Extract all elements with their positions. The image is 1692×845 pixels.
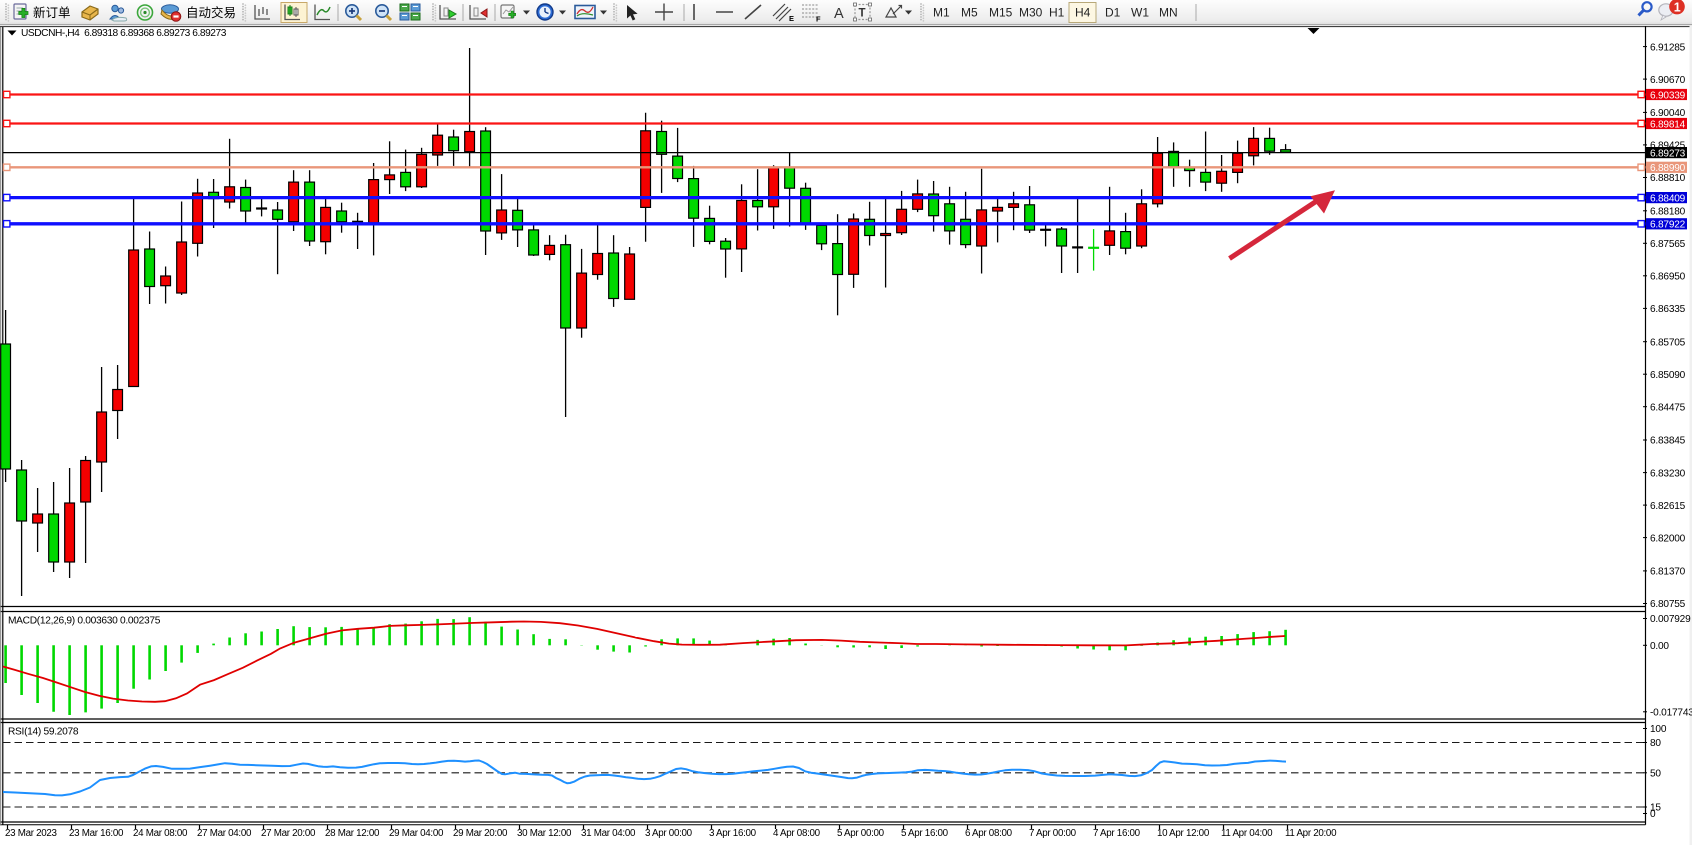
svg-text:4 Apr 08:00: 4 Apr 08:00 <box>773 828 821 839</box>
svg-text:自动交易: 自动交易 <box>186 5 236 20</box>
svg-text:11 Apr 04:00: 11 Apr 04:00 <box>1221 828 1273 839</box>
svg-text:5 Apr 00:00: 5 Apr 00:00 <box>837 828 885 839</box>
svg-text:5 Apr 16:00: 5 Apr 16:00 <box>901 828 949 839</box>
svg-text:M5: M5 <box>961 6 978 20</box>
svg-text:RSI(14) 59.2078: RSI(14) 59.2078 <box>8 727 79 738</box>
svg-text:11 Apr 20:00: 11 Apr 20:00 <box>1285 828 1337 839</box>
svg-text:M1: M1 <box>933 6 950 20</box>
svg-text:6.86335: 6.86335 <box>1650 304 1686 315</box>
svg-text:H4: H4 <box>1075 6 1091 20</box>
svg-text:6.90339: 6.90339 <box>1650 90 1686 101</box>
svg-text:15: 15 <box>1650 803 1661 814</box>
svg-text:6.89273: 6.89273 <box>1650 149 1686 160</box>
svg-text:23 Mar 2023: 23 Mar 2023 <box>5 828 58 839</box>
svg-text:6.90040: 6.90040 <box>1650 108 1686 119</box>
svg-text:D1: D1 <box>1105 6 1121 20</box>
svg-text:USDCNH-,H4 6.89318 6.89368 6.: USDCNH-,H4 6.89318 6.89368 6.89273 6.892… <box>21 28 227 39</box>
svg-text:30 Mar 12:00: 30 Mar 12:00 <box>517 828 572 839</box>
svg-text:28 Mar 12:00: 28 Mar 12:00 <box>325 828 380 839</box>
svg-text:6.86950: 6.86950 <box>1650 272 1686 283</box>
svg-text:27 Mar 20:00: 27 Mar 20:00 <box>261 828 316 839</box>
svg-text:M30: M30 <box>1019 6 1043 20</box>
svg-text:新订单: 新订单 <box>33 5 71 20</box>
svg-text:27 Mar 04:00: 27 Mar 04:00 <box>197 828 252 839</box>
svg-text:-0.017743: -0.017743 <box>1650 708 1692 719</box>
svg-text:6.82615: 6.82615 <box>1650 501 1686 512</box>
svg-text:6.82000: 6.82000 <box>1650 533 1686 544</box>
svg-text:7 Apr 00:00: 7 Apr 00:00 <box>1029 828 1077 839</box>
svg-text:E: E <box>789 14 794 23</box>
svg-text:29 Mar 20:00: 29 Mar 20:00 <box>453 828 508 839</box>
svg-text:6.81370: 6.81370 <box>1650 567 1686 578</box>
svg-text:T: T <box>859 8 866 20</box>
svg-text:6.85090: 6.85090 <box>1650 370 1686 381</box>
svg-text:7 Apr 16:00: 7 Apr 16:00 <box>1093 828 1141 839</box>
svg-text:6.87565: 6.87565 <box>1650 239 1686 250</box>
svg-text:6 Apr 08:00: 6 Apr 08:00 <box>965 828 1013 839</box>
svg-text:6.88810: 6.88810 <box>1650 173 1686 184</box>
svg-text:MACD(12,26,9) 0.003630 0.00237: MACD(12,26,9) 0.003630 0.002375 <box>8 616 161 627</box>
svg-text:10 Apr 12:00: 10 Apr 12:00 <box>1157 828 1210 839</box>
svg-text:80: 80 <box>1650 738 1661 749</box>
svg-text:6.88990: 6.88990 <box>1650 163 1686 174</box>
svg-text:0.00: 0.00 <box>1650 641 1669 652</box>
svg-text:6.88180: 6.88180 <box>1650 207 1686 218</box>
svg-text:23 Mar 16:00: 23 Mar 16:00 <box>69 828 124 839</box>
svg-text:H1: H1 <box>1049 6 1065 20</box>
svg-text:MN: MN <box>1159 6 1178 20</box>
svg-text:6.84475: 6.84475 <box>1650 402 1686 413</box>
svg-text:0: 0 <box>1650 809 1656 820</box>
svg-text:F: F <box>816 15 821 24</box>
svg-text:24 Mar 08:00: 24 Mar 08:00 <box>133 828 188 839</box>
svg-text:W1: W1 <box>1131 6 1149 20</box>
svg-text:6.83230: 6.83230 <box>1650 468 1686 479</box>
svg-text:6.83845: 6.83845 <box>1650 436 1686 447</box>
svg-text:6.91285: 6.91285 <box>1650 42 1686 53</box>
svg-text:6.89425: 6.89425 <box>1650 141 1686 152</box>
svg-text:6.80755: 6.80755 <box>1650 599 1686 610</box>
svg-text:6.90670: 6.90670 <box>1650 75 1686 86</box>
svg-text:6.89814: 6.89814 <box>1650 119 1686 130</box>
svg-text:0.007929: 0.007929 <box>1650 614 1691 625</box>
svg-text:50: 50 <box>1650 769 1661 780</box>
svg-text:A: A <box>834 6 844 22</box>
svg-text:6.88409: 6.88409 <box>1650 194 1686 205</box>
svg-text:100: 100 <box>1650 724 1667 735</box>
svg-text:6.85705: 6.85705 <box>1650 337 1686 348</box>
svg-text:M15: M15 <box>989 6 1013 20</box>
svg-text:3 Apr 16:00: 3 Apr 16:00 <box>709 828 757 839</box>
svg-text:1: 1 <box>1674 0 1681 14</box>
svg-text:3 Apr 00:00: 3 Apr 00:00 <box>645 828 693 839</box>
svg-text:29 Mar 04:00: 29 Mar 04:00 <box>389 828 444 839</box>
svg-text:31 Mar 04:00: 31 Mar 04:00 <box>581 828 636 839</box>
svg-text:6.87922: 6.87922 <box>1650 220 1686 231</box>
